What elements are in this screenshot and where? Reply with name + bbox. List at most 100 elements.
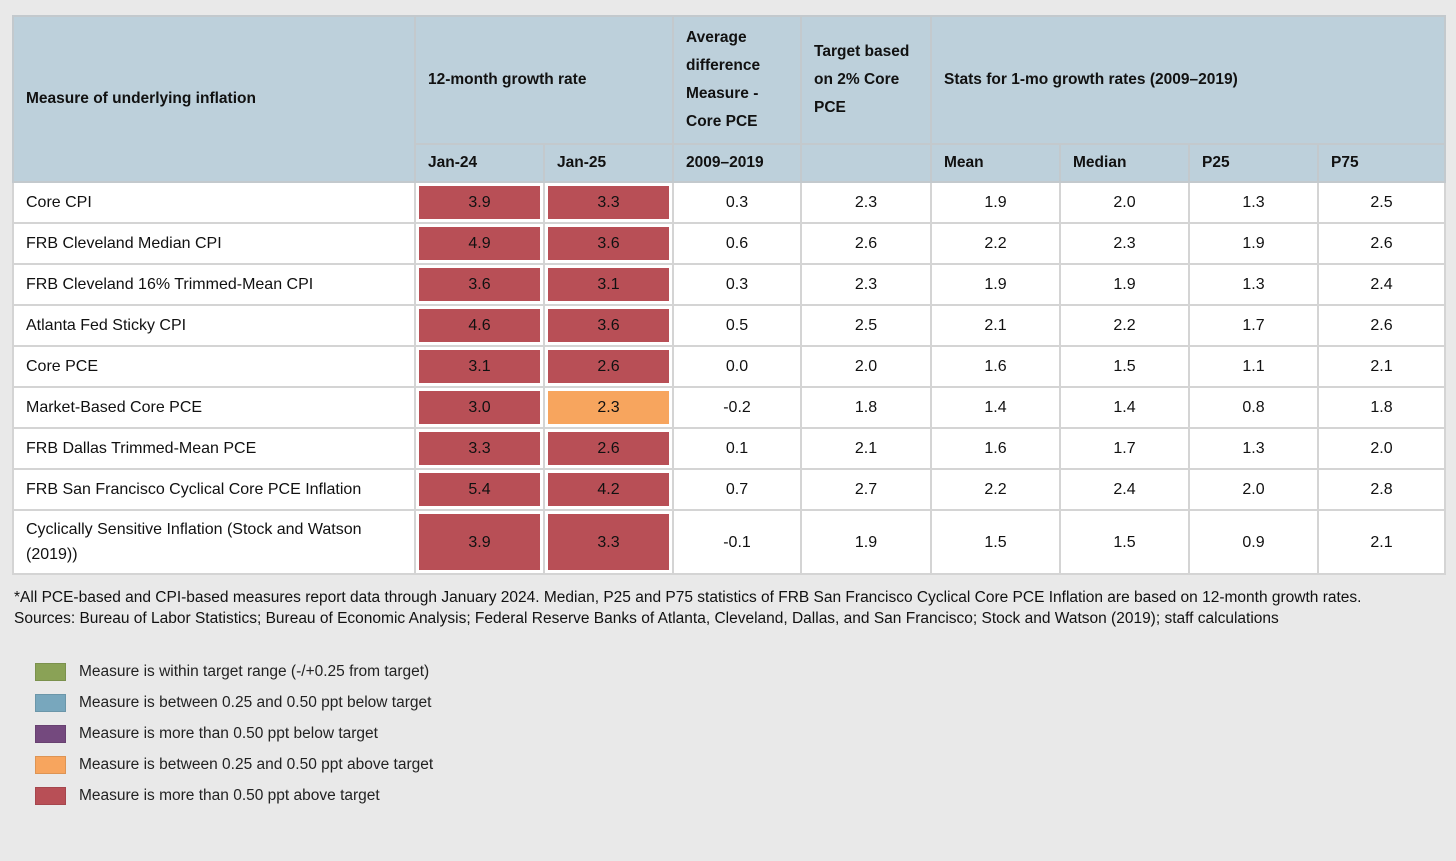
jan24-value-cell: 4.6 — [414, 304, 545, 347]
measure-cell: Atlanta Fed Sticky CPI — [12, 304, 416, 347]
jan24-value-cell: 5.4 — [414, 468, 545, 511]
legend-label: Measure is within target range (-/+0.25 … — [79, 663, 430, 680]
p25-cell: 1.9 — [1188, 222, 1320, 265]
p75-cell: 2.6 — [1317, 222, 1447, 265]
mean-cell: 1.6 — [930, 427, 1062, 470]
header-avg-difference: Average difference Measure - Core PCE — [672, 15, 803, 145]
legend-label: Measure is between 0.25 and 0.50 ppt bel… — [79, 694, 432, 711]
legend-label: Measure is more than 0.50 ppt above targ… — [79, 787, 380, 804]
median-cell: 2.3 — [1059, 222, 1191, 265]
mean-cell: 1.5 — [930, 509, 1062, 575]
subheader-mean: Mean — [930, 143, 1062, 183]
jan25-value-cell: 3.1 — [542, 263, 675, 306]
table-row: FRB Cleveland Median CPI 4.9 3.6 0.6 2.6 2.2 2… — [12, 222, 1447, 265]
p25-cell: 1.3 — [1188, 181, 1320, 224]
p75-cell: 2.5 — [1317, 181, 1447, 224]
header-measure: Measure of underlying inflation — [12, 15, 416, 183]
legend-item: Measure is between 0.25 and 0.50 ppt bel… — [35, 694, 1444, 712]
table-header: Measure of underlying inflation 12-month… — [12, 15, 1447, 183]
median-cell: 2.2 — [1059, 304, 1191, 347]
target-cell: 2.5 — [800, 304, 933, 347]
p75-cell: 2.0 — [1317, 427, 1447, 470]
median-cell: 1.5 — [1059, 345, 1191, 388]
p25-cell: 0.8 — [1188, 386, 1320, 429]
page: Measure of underlying inflation 12-month… — [12, 15, 1447, 805]
target-cell: 2.0 — [800, 345, 933, 388]
jan25-value-cell: 4.2 — [542, 468, 675, 511]
jan25-value-cell: 2.3 — [542, 386, 675, 429]
p75-cell: 2.4 — [1317, 263, 1447, 306]
subheader-p75: P75 — [1317, 143, 1447, 183]
target-cell: 1.8 — [800, 386, 933, 429]
measure-cell: FRB Cleveland Median CPI — [12, 222, 416, 265]
mean-cell: 2.2 — [930, 222, 1062, 265]
p25-cell: 1.3 — [1188, 427, 1320, 470]
p75-cell: 2.1 — [1317, 345, 1447, 388]
measure-cell: Cyclically Sensitive Inflation (Stock an… — [12, 509, 416, 575]
median-cell: 1.7 — [1059, 427, 1191, 470]
subheader-target-blank — [800, 143, 933, 183]
measure-cell: FRB Dallas Trimmed-Mean PCE — [12, 427, 416, 470]
legend-item: Measure is between 0.25 and 0.50 ppt abo… — [35, 756, 1444, 774]
jan25-value-cell: 2.6 — [542, 427, 675, 470]
table-row: Cyclically Sensitive Inflation (Stock an… — [12, 509, 1447, 575]
p25-cell: 0.9 — [1188, 509, 1320, 575]
jan25-value-cell: 3.6 — [542, 222, 675, 265]
footnote-line-1: *All PCE-based and CPI-based measures re… — [14, 589, 1362, 606]
header-stats: Stats for 1-mo growth rates (2009–2019) — [930, 15, 1447, 145]
avg-difference-cell: 0.1 — [672, 427, 803, 470]
target-cell: 2.6 — [800, 222, 933, 265]
jan24-value-cell: 3.3 — [414, 427, 545, 470]
legend-label: Measure is between 0.25 and 0.50 ppt abo… — [79, 756, 434, 773]
legend-swatch-above-025-050 — [35, 756, 66, 774]
avg-difference-cell: 0.3 — [672, 181, 803, 224]
jan25-value-cell: 2.6 — [542, 345, 675, 388]
footnote-line-2: Sources: Bureau of Labor Statistics; Bur… — [14, 610, 1279, 627]
inflation-table: Measure of underlying inflation 12-month… — [12, 15, 1447, 575]
table-body: Core CPI 3.9 3.3 0.3 2.3 1.9 2.0 1.3 2.5 FRB Clev… — [12, 181, 1447, 575]
avg-difference-cell: 0.6 — [672, 222, 803, 265]
jan24-value-cell: 3.9 — [414, 509, 545, 575]
p75-cell: 1.8 — [1317, 386, 1447, 429]
jan24-value-cell: 3.1 — [414, 345, 545, 388]
p25-cell: 2.0 — [1188, 468, 1320, 511]
p75-cell: 2.6 — [1317, 304, 1447, 347]
avg-difference-cell: 0.0 — [672, 345, 803, 388]
median-cell: 1.9 — [1059, 263, 1191, 306]
jan24-value-cell: 3.9 — [414, 181, 545, 224]
mean-cell: 1.6 — [930, 345, 1062, 388]
legend-swatch-below-025-050 — [35, 694, 66, 712]
jan25-value-cell: 3.6 — [542, 304, 675, 347]
subheader-median: Median — [1059, 143, 1191, 183]
p25-cell: 1.7 — [1188, 304, 1320, 347]
legend: Measure is within target range (-/+0.25 … — [35, 663, 1444, 805]
legend-swatch-within — [35, 663, 66, 681]
subheader-p25: P25 — [1188, 143, 1320, 183]
avg-difference-cell: 0.3 — [672, 263, 803, 306]
measure-cell: FRB Cleveland 16% Trimmed-Mean CPI — [12, 263, 416, 306]
jan25-value-cell: 3.3 — [542, 509, 675, 575]
mean-cell: 2.1 — [930, 304, 1062, 347]
table-row: FRB San Francisco Cyclical Core PCE Infl… — [12, 468, 1447, 511]
median-cell: 1.4 — [1059, 386, 1191, 429]
subheader-period: 2009–2019 — [672, 143, 803, 183]
jan24-value-cell: 4.9 — [414, 222, 545, 265]
measure-cell: FRB San Francisco Cyclical Core PCE Infl… — [12, 468, 416, 511]
subheader-jan25: Jan-25 — [542, 143, 675, 183]
median-cell: 2.0 — [1059, 181, 1191, 224]
mean-cell: 1.9 — [930, 263, 1062, 306]
p25-cell: 1.3 — [1188, 263, 1320, 306]
p75-cell: 2.1 — [1317, 509, 1447, 575]
jan25-value-cell: 3.3 — [542, 181, 675, 224]
header-target: Target based on 2% Core PCE — [800, 15, 933, 145]
target-cell: 1.9 — [800, 509, 933, 575]
median-cell: 1.5 — [1059, 509, 1191, 575]
measure-cell: Core CPI — [12, 181, 416, 224]
table-row: Core PCE 3.1 2.6 0.0 2.0 1.6 1.5 1.1 2.1 — [12, 345, 1447, 388]
mean-cell: 1.4 — [930, 386, 1062, 429]
legend-item: Measure is more than 0.50 ppt below targ… — [35, 725, 1444, 743]
legend-item: Measure is within target range (-/+0.25 … — [35, 663, 1444, 681]
p25-cell: 1.1 — [1188, 345, 1320, 388]
legend-item: Measure is more than 0.50 ppt above targ… — [35, 787, 1444, 805]
p75-cell: 2.8 — [1317, 468, 1447, 511]
